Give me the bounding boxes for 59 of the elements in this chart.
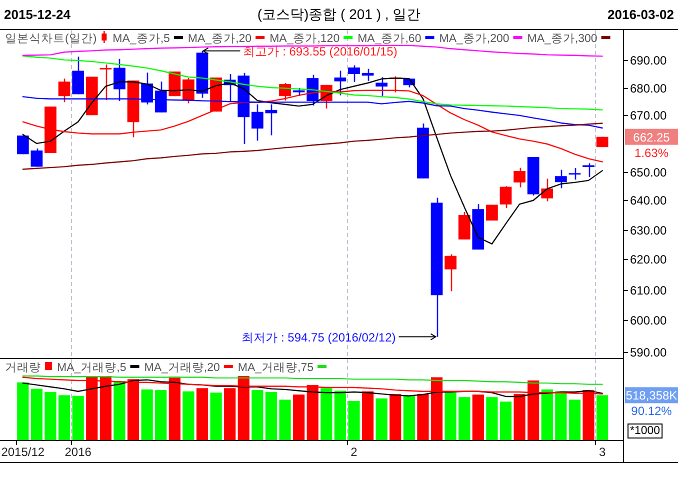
candlestick <box>444 254 456 292</box>
bar <box>403 396 415 440</box>
bar <box>555 391 567 440</box>
bar <box>114 381 126 440</box>
candlestick <box>554 169 567 189</box>
candlestick <box>514 167 526 188</box>
bar <box>486 397 498 440</box>
annotation: *1000 <box>630 425 660 437</box>
annotation: 1.63% <box>634 146 669 160</box>
bar <box>182 391 194 440</box>
bar <box>141 389 153 440</box>
bar <box>44 392 56 440</box>
bar <box>500 402 512 440</box>
bar <box>390 394 402 440</box>
bar <box>155 390 167 440</box>
bar <box>334 390 346 440</box>
annotation: 518,358K <box>626 388 678 403</box>
line-series <box>22 44 603 57</box>
bar <box>596 395 608 440</box>
annotation: 662.25 <box>633 130 670 144</box>
bar <box>252 390 264 440</box>
bar <box>417 394 429 440</box>
bar <box>293 394 305 440</box>
annotation: 90.12% <box>631 404 672 418</box>
annotation: 최고가 : 693.55 (2016/01/15) <box>243 44 398 58</box>
candlestick <box>16 134 29 155</box>
bar <box>376 398 388 440</box>
bar <box>265 392 278 440</box>
bar <box>472 394 484 440</box>
bar <box>210 392 222 440</box>
bar <box>541 389 553 440</box>
candlestick <box>348 64 360 83</box>
annotation: 2016-03-02 <box>608 7 674 22</box>
candlestick <box>182 77 194 104</box>
candlestick <box>72 56 84 95</box>
bar <box>58 395 70 440</box>
bar <box>30 388 42 440</box>
title: (코스닥)종합 ( 201 ) , 일간 <box>257 6 421 22</box>
bar <box>348 400 360 440</box>
candlestick <box>568 167 581 180</box>
candlestick <box>30 148 43 168</box>
candlestick <box>500 186 512 209</box>
annotation: 최저가 : 594.75 (2016/02/12) <box>242 330 396 344</box>
bar <box>196 388 208 440</box>
bar <box>458 397 470 440</box>
candlestick <box>334 70 346 96</box>
bar <box>17 382 29 440</box>
bar <box>72 396 84 440</box>
candlestick <box>100 64 112 101</box>
bar <box>279 400 291 440</box>
candlestick <box>376 76 388 97</box>
candlestick <box>58 78 70 103</box>
bar <box>444 392 456 440</box>
line-series <box>22 122 603 170</box>
annotation: 2015-12-24 <box>4 7 70 22</box>
candlestick <box>541 178 554 202</box>
bar <box>362 391 374 440</box>
bar <box>320 388 332 440</box>
bar <box>568 400 581 440</box>
